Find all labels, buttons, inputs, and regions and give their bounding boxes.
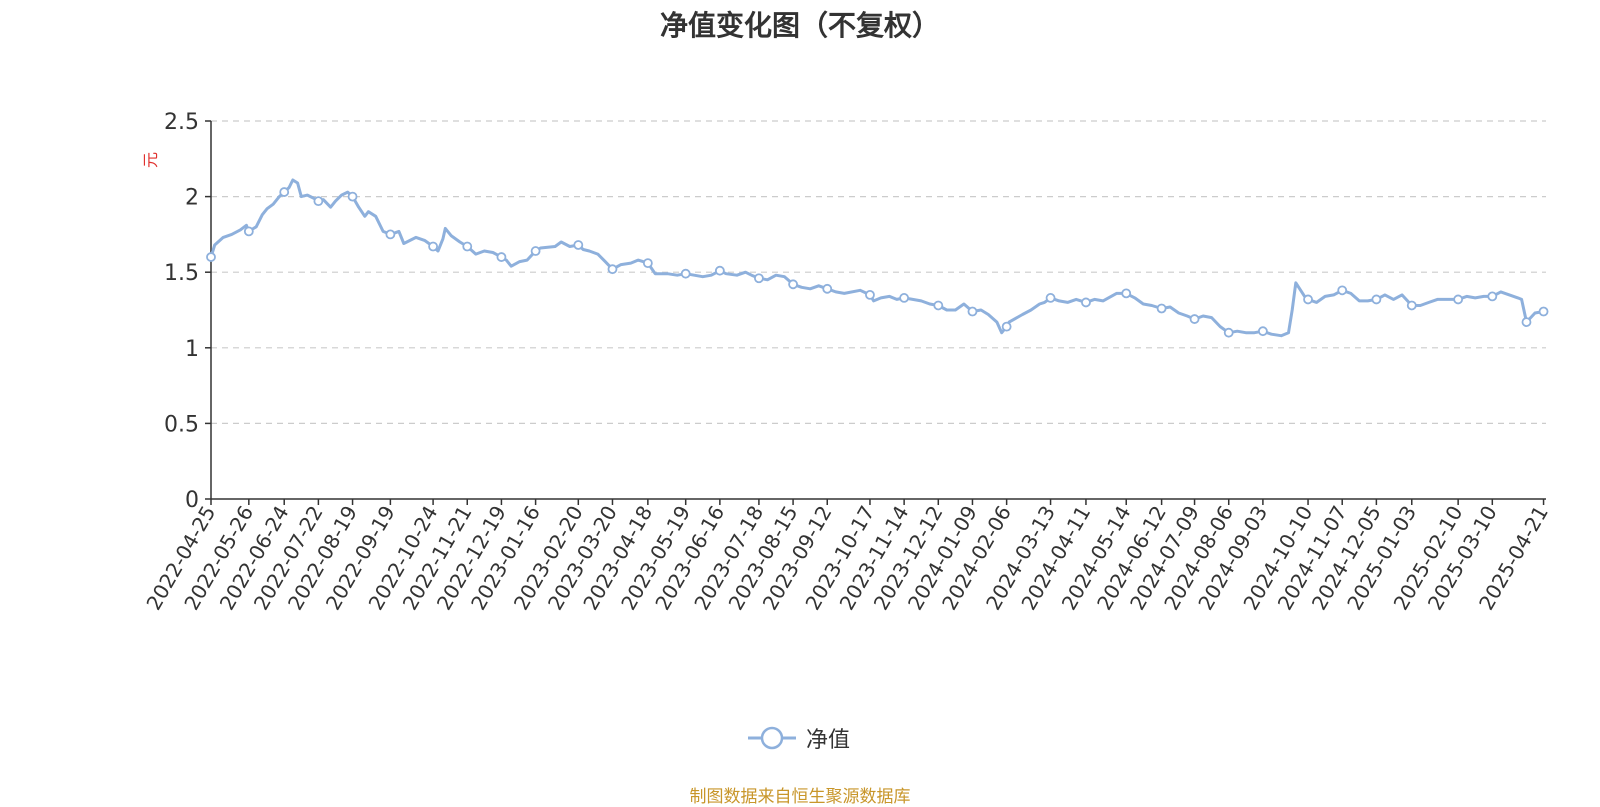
data-point-marker xyxy=(822,283,833,294)
data-point-marker xyxy=(1121,288,1132,299)
series-markers xyxy=(206,187,1549,338)
data-point-marker xyxy=(347,191,358,202)
data-point-marker xyxy=(243,226,254,237)
y-tick-label: 2.5 xyxy=(164,110,199,135)
data-point-marker xyxy=(680,268,691,279)
data-point-marker xyxy=(865,289,875,300)
data-point-marker xyxy=(1045,293,1056,303)
series-net-value xyxy=(209,178,1544,338)
data-point-marker xyxy=(1487,291,1498,302)
data-point-marker xyxy=(573,240,584,250)
data-point-marker xyxy=(385,229,396,240)
data-point-marker xyxy=(1081,297,1091,308)
gridlines xyxy=(211,120,1546,424)
data-point-marker xyxy=(1223,327,1234,338)
data-point-marker xyxy=(1453,294,1464,305)
data-point-marker xyxy=(899,293,910,303)
data-point-marker xyxy=(462,241,473,252)
y-tick-label: 0.5 xyxy=(164,412,199,437)
data-point-marker xyxy=(642,258,653,269)
data-point-marker xyxy=(428,241,438,252)
data-point-marker xyxy=(967,306,978,317)
data-point-marker xyxy=(1538,306,1549,317)
series-line xyxy=(209,178,1544,338)
data-point-marker xyxy=(1156,303,1167,314)
x-tick-labels: 2022-04-252022-05-262022-06-242022-07-22… xyxy=(141,502,1552,615)
data-point-marker xyxy=(1001,321,1012,332)
data-point-marker xyxy=(1521,317,1532,327)
y-tick-label: 2 xyxy=(185,186,199,211)
axes xyxy=(205,120,1546,505)
data-point-marker xyxy=(313,196,324,207)
data-point-marker xyxy=(754,273,764,284)
data-point-marker xyxy=(607,264,618,275)
y-tick-labels: 0 0.5 1 1.5 2 2.5 xyxy=(164,110,199,513)
y-axis-label: 元 xyxy=(141,152,160,168)
data-point-marker xyxy=(206,252,216,262)
chart-title: 净值变化图（不复权） xyxy=(659,9,940,42)
data-point-marker xyxy=(1189,314,1200,324)
data-point-marker xyxy=(530,246,541,256)
data-point-marker xyxy=(933,300,944,311)
data-point-marker xyxy=(1337,285,1348,296)
data-source-note: 制图数据来自恒生聚源数据库 xyxy=(689,787,911,807)
line-circle-icon xyxy=(748,726,796,750)
data-point-marker xyxy=(496,252,507,262)
data-point-marker xyxy=(1371,294,1382,305)
data-point-marker xyxy=(279,187,290,197)
legend[interactable]: 净值 xyxy=(748,722,850,754)
legend-label: 净值 xyxy=(806,728,851,753)
data-point-marker xyxy=(714,265,725,276)
data-point-marker xyxy=(788,279,798,290)
data-point-marker xyxy=(1303,294,1313,305)
data-point-marker xyxy=(1406,300,1417,311)
y-tick-label: 0 xyxy=(185,488,199,513)
data-point-marker xyxy=(1257,326,1268,337)
y-tick-label: 1.5 xyxy=(164,261,199,286)
y-tick-label: 1 xyxy=(185,337,199,362)
